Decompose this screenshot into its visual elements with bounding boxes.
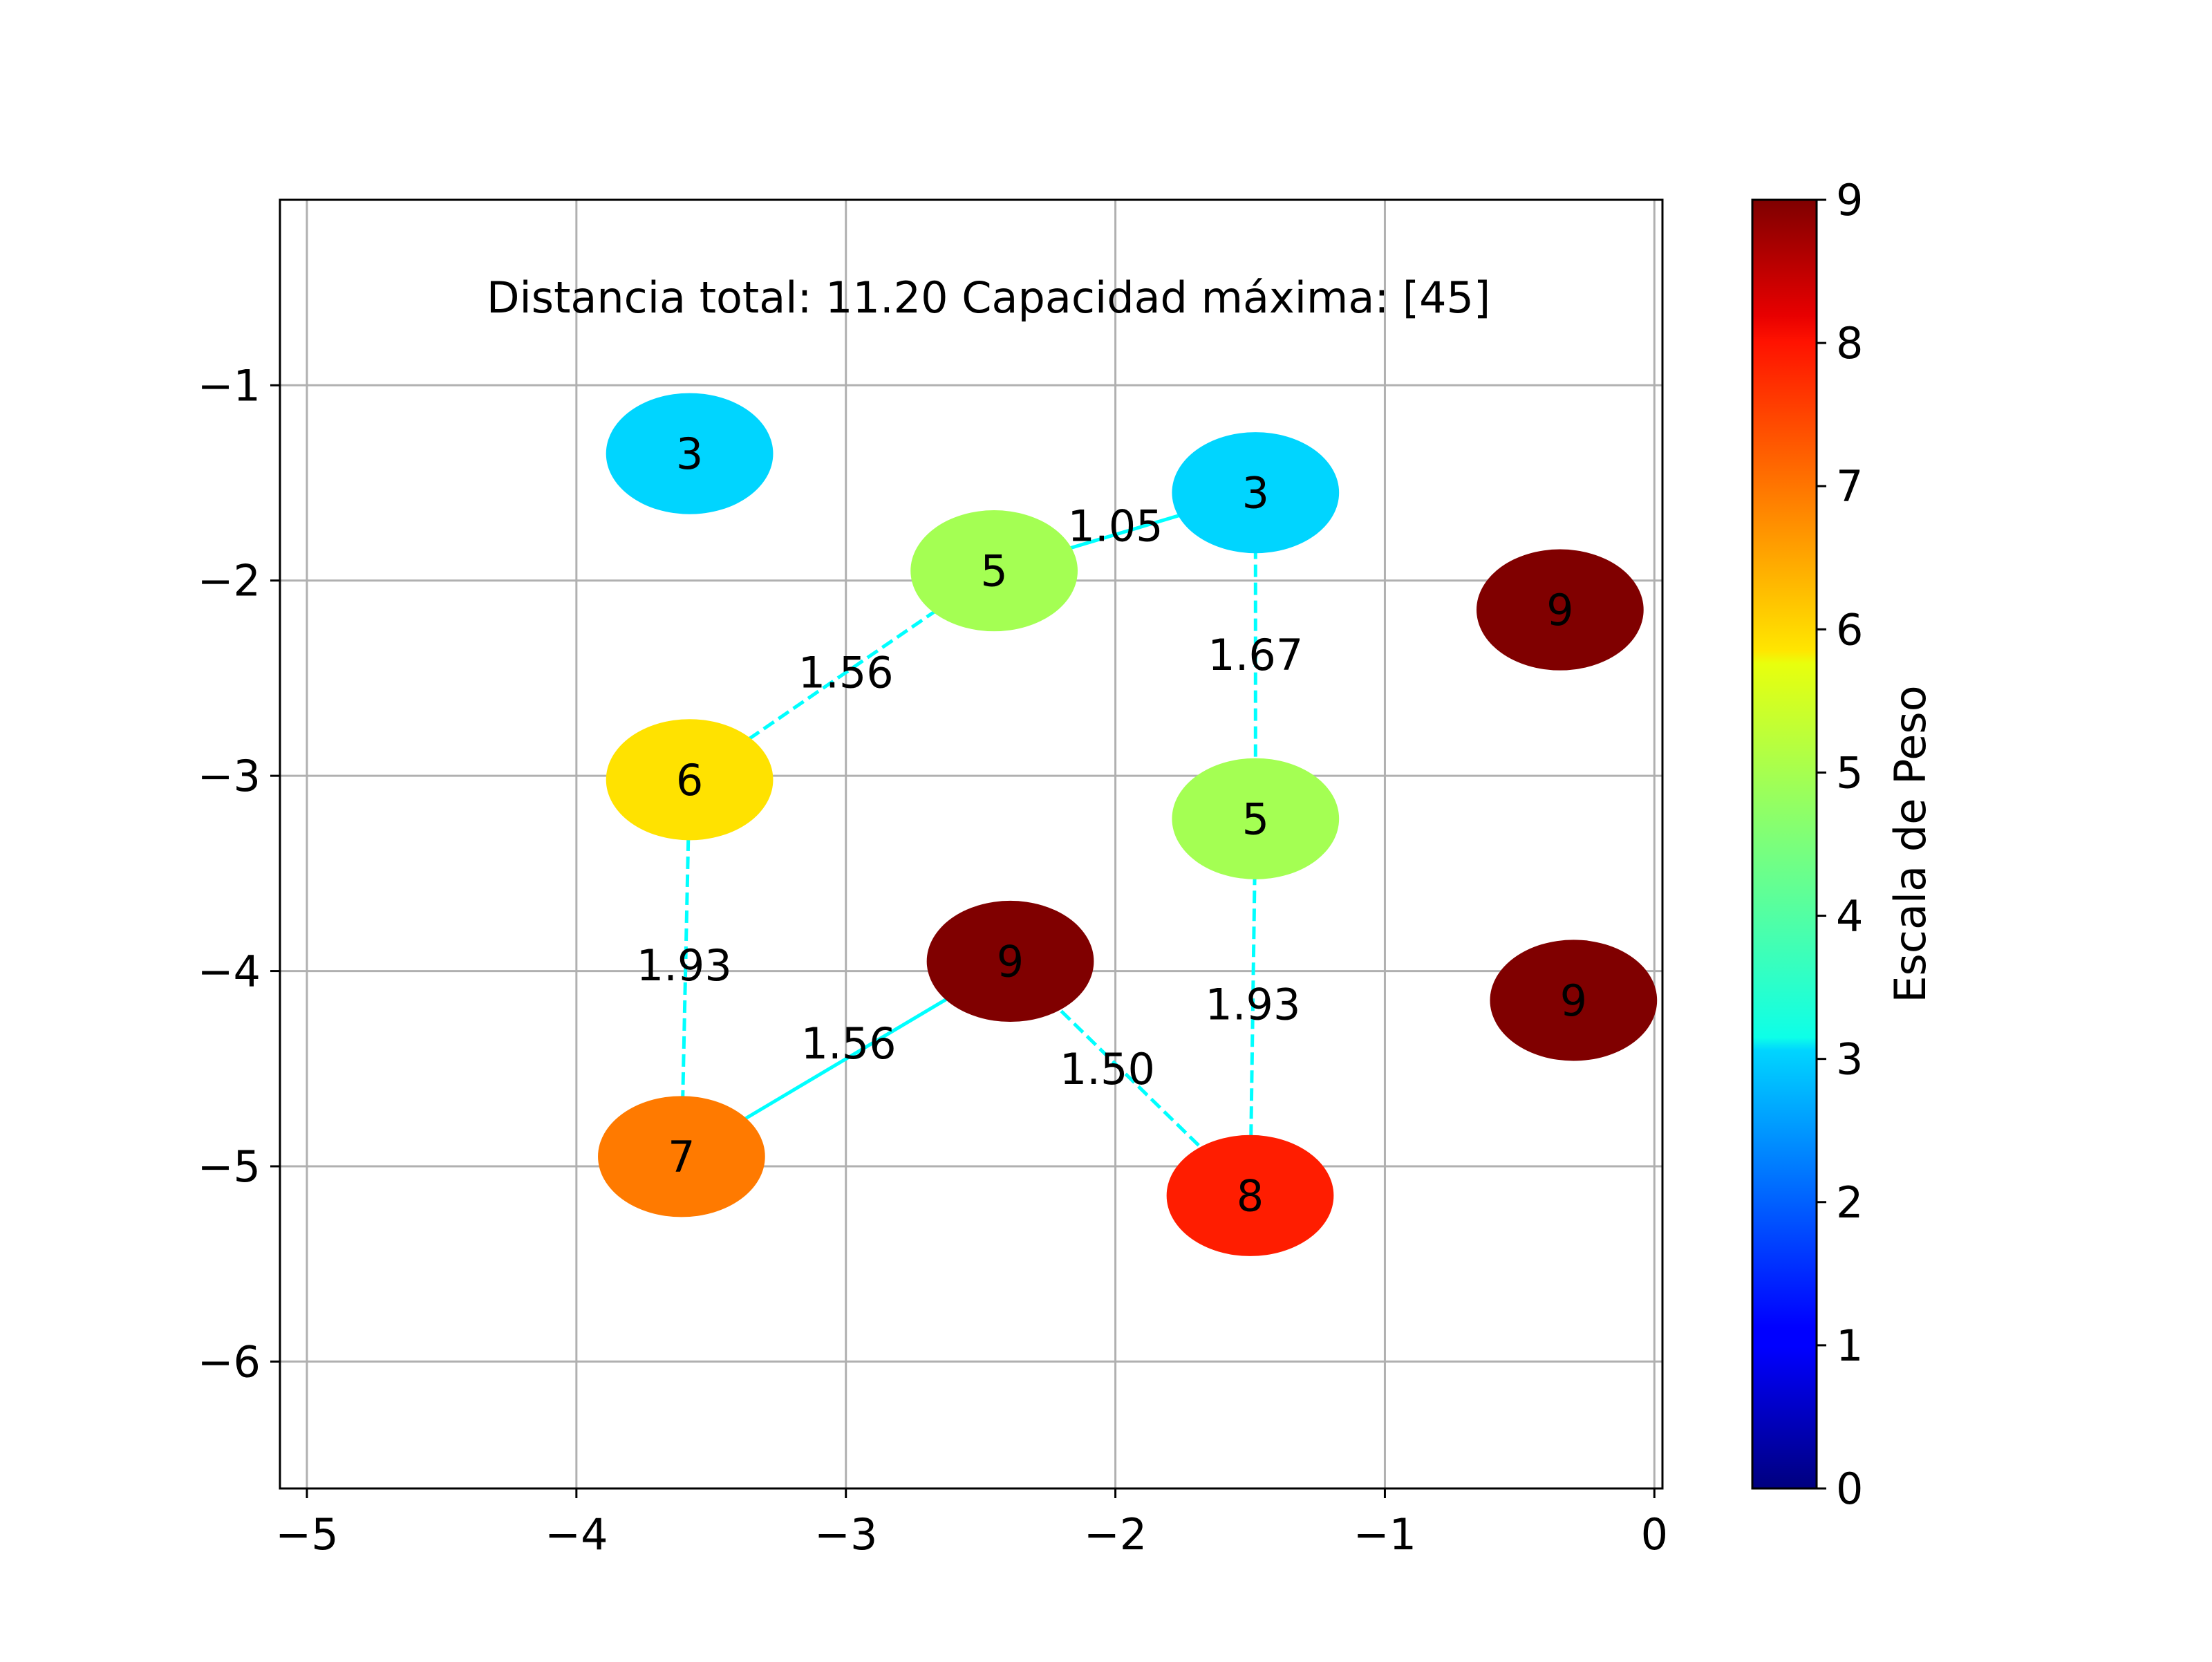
- node-marker: [606, 719, 774, 841]
- colorbar-tick-label: 7: [1836, 461, 1863, 512]
- route-label-layer: 1.05 1.67 1.93 1.50 1.56 1.93 1.56: [637, 501, 1304, 1094]
- route-distance-label: 1.05: [1068, 501, 1163, 552]
- node-weight-label: 3: [1242, 468, 1269, 519]
- colorbar-tick-label: 2: [1836, 1177, 1863, 1228]
- grid-layer: [280, 200, 1662, 1488]
- node-weight-label: 7: [668, 1132, 695, 1182]
- x-tick-label: −5: [275, 1509, 338, 1560]
- colorbar-gradient: [1751, 198, 1818, 1490]
- colorbar-tick-label: 8: [1836, 318, 1863, 368]
- colorbar-tick-label: 9: [1836, 175, 1863, 225]
- node-layer: 3 3 5 9 6 5 9 9 7 8: [598, 393, 1658, 1256]
- node-weight-label: 8: [1237, 1170, 1264, 1221]
- node-marker: [598, 1096, 765, 1217]
- y-tick-label: −3: [198, 751, 261, 801]
- x-tick-label: −2: [1084, 1509, 1147, 1560]
- summary-annotation: Distancia total: 11.20 Capacidad máxima:…: [487, 272, 1490, 323]
- node-marker: [1172, 432, 1340, 554]
- colorbar-tick-label: 3: [1836, 1034, 1863, 1085]
- route-segment: [1026, 976, 1252, 1197]
- axes-layer: −5 −4 −3 −2 −1 0 −6 −5 −4 −3 −2 −1: [198, 198, 1668, 1560]
- colorbar-label: Escala de Peso: [1885, 685, 1936, 1002]
- node-marker: [1490, 940, 1658, 1061]
- y-tick-label: −6: [198, 1336, 261, 1387]
- plot-frame: [279, 198, 1664, 1490]
- node-weight-label: 9: [1546, 585, 1573, 635]
- node-weight-label: 9: [997, 936, 1024, 987]
- node-marker: [926, 900, 1094, 1023]
- x-tick-label: −4: [545, 1509, 608, 1560]
- node-weight-label: 9: [1560, 975, 1587, 1026]
- route-distance-label: 1.50: [1060, 1044, 1155, 1094]
- route-distance-label: 1.93: [1205, 980, 1300, 1030]
- x-tick-label: −3: [814, 1509, 877, 1560]
- route-distance-label: 1.67: [1208, 630, 1303, 680]
- x-tick-label: 0: [1641, 1509, 1668, 1560]
- colorbar-tick-label: 4: [1836, 891, 1863, 942]
- y-tick-label: −1: [198, 360, 261, 411]
- node-marker: [910, 510, 1078, 632]
- colorbar-tick-label: 6: [1836, 604, 1863, 655]
- route-distance-label: 1.93: [637, 940, 732, 991]
- colorbar-tick-label: 5: [1836, 747, 1863, 798]
- colorbar: Escala de Peso 0 1 2 3 4 5 6 7 8 9: [1751, 175, 1936, 1514]
- node-weight-label: 6: [676, 755, 703, 805]
- route-distance-label: 1.56: [798, 647, 894, 698]
- node-marker: [1172, 758, 1340, 879]
- colorbar-tick-label: 1: [1836, 1320, 1863, 1371]
- node-weight-label: 5: [1242, 794, 1269, 844]
- node-marker: [606, 393, 774, 514]
- y-tick-label: −5: [198, 1141, 261, 1192]
- x-tick-label: −1: [1353, 1509, 1416, 1560]
- node-weight-label: 3: [676, 429, 703, 479]
- y-tick-label: −4: [198, 946, 261, 997]
- node-weight-label: 5: [980, 546, 1007, 597]
- colorbar-tick-label: 0: [1836, 1464, 1863, 1514]
- node-marker: [1166, 1135, 1334, 1256]
- node-marker: [1476, 549, 1644, 671]
- route-distance-label: 1.56: [801, 1018, 897, 1069]
- y-tick-label: −2: [198, 556, 261, 606]
